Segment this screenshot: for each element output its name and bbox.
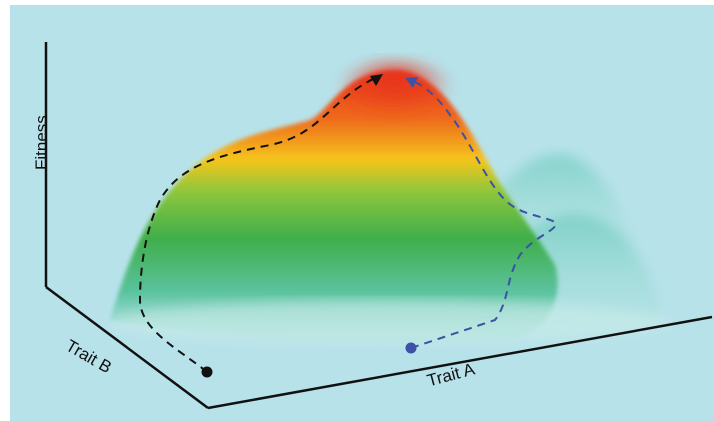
black-path-arrow <box>370 74 383 86</box>
axes <box>44 42 713 410</box>
black-path-start-dot <box>201 366 213 378</box>
main-hill <box>110 70 558 343</box>
fitness-axis-label: Fitness <box>32 115 51 170</box>
trait-a-axis <box>207 315 713 410</box>
peak-glow <box>335 60 455 130</box>
trait-b-axis <box>45 285 209 410</box>
base-shadow <box>110 300 670 344</box>
black-path <box>138 77 376 373</box>
blue-path-start-dot <box>405 342 417 354</box>
blue-path <box>409 79 557 349</box>
blue-path-arrow <box>405 77 418 88</box>
